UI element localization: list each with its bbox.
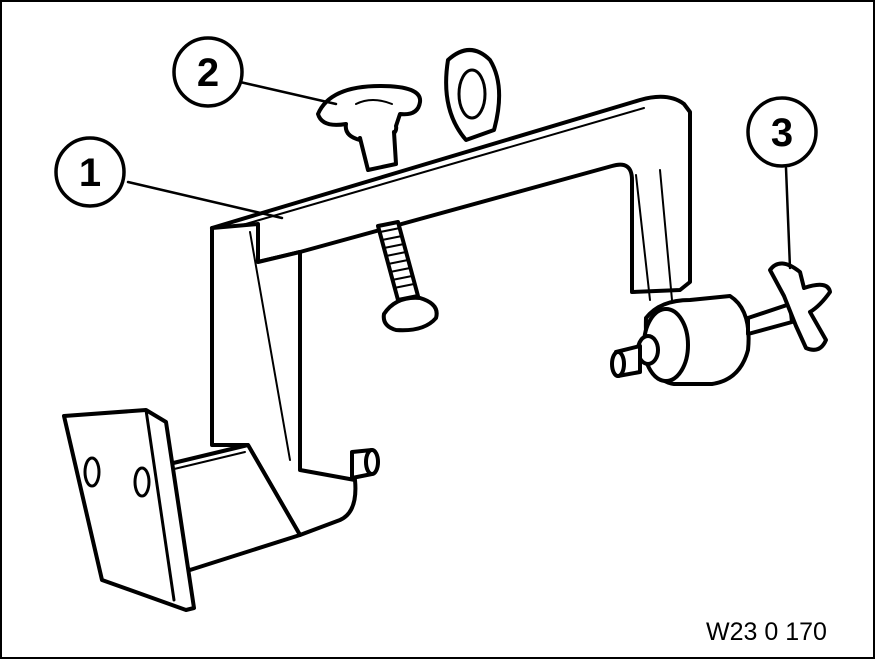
- callout-2-label: 2: [197, 51, 219, 95]
- callout-3: 3: [746, 96, 818, 168]
- clamp-frame: [210, 94, 692, 537]
- callout-1: 1: [54, 136, 126, 208]
- wing-screw: [610, 261, 832, 386]
- thumb-screw: [316, 84, 439, 333]
- lifting-eye: [444, 48, 502, 142]
- callout-2: 2: [172, 36, 244, 108]
- base-plate: [62, 408, 196, 612]
- leader-2: [238, 80, 338, 106]
- callout-3-label: 3: [771, 111, 793, 155]
- callout-1-label: 1: [79, 151, 101, 195]
- locating-pin: [350, 448, 380, 480]
- callout-leaders: [126, 80, 792, 270]
- leader-3: [784, 166, 792, 270]
- leader-1: [126, 180, 284, 220]
- figure-reference-code: W23 0 170: [706, 618, 827, 646]
